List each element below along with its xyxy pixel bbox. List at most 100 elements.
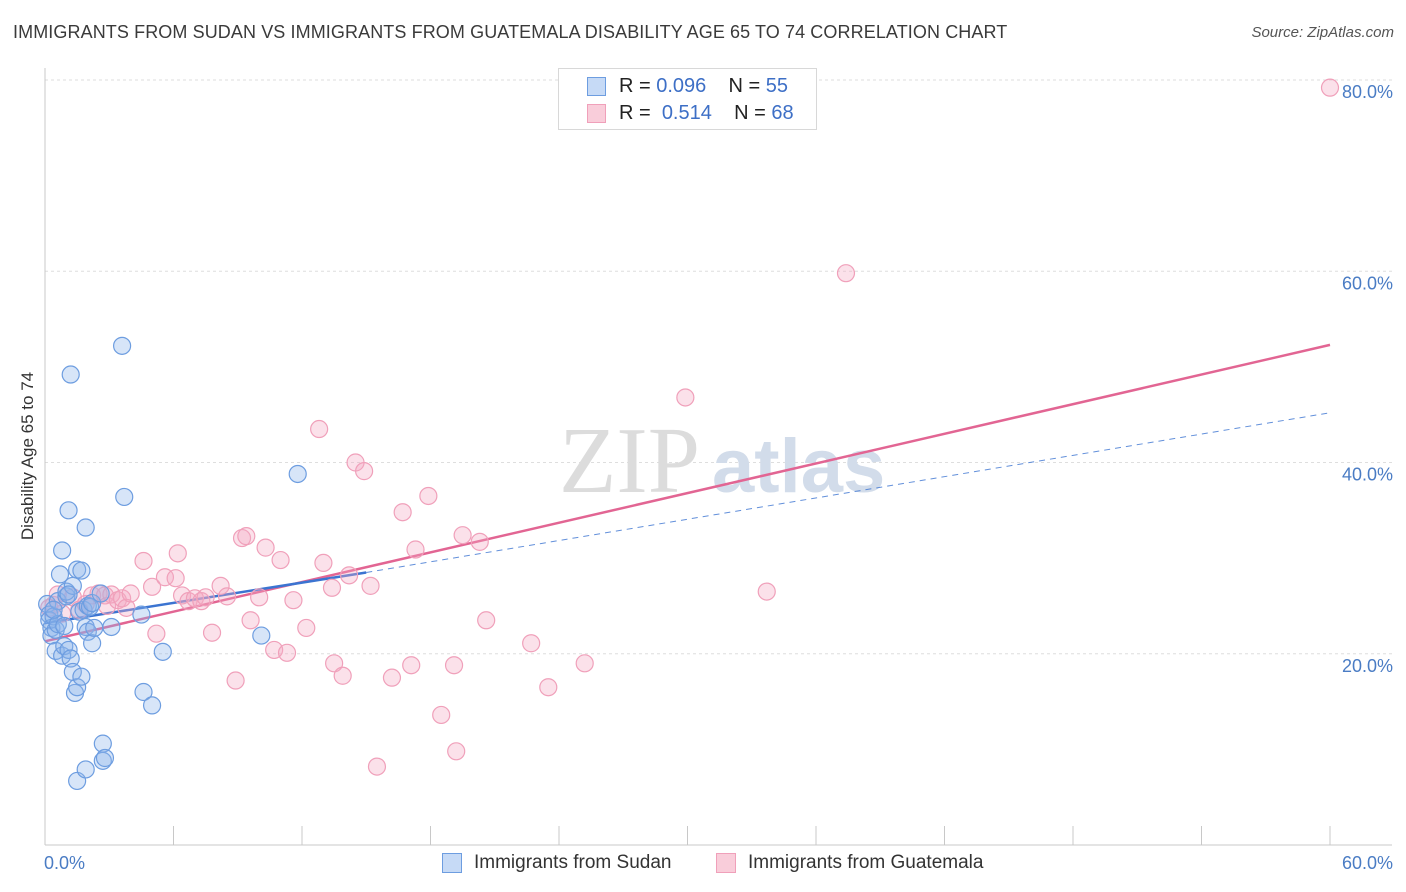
- point-guatemala: [168, 544, 187, 563]
- point-guatemala: [271, 550, 290, 570]
- point-guatemala: [432, 705, 451, 725]
- point-guatemala: [539, 678, 558, 697]
- point-guatemala: [147, 624, 166, 643]
- tick-labels: 20.0% 40.0% 60.0% 80.0% 0.0% 60.0%: [44, 82, 1393, 873]
- point-sudan: [115, 487, 134, 507]
- point-guatemala: [406, 540, 425, 559]
- axes: [44, 68, 1392, 846]
- point-guatemala: [226, 671, 245, 690]
- point-sudan: [68, 678, 87, 697]
- point-sudan: [91, 584, 110, 603]
- legend-r-label: R =: [619, 75, 651, 97]
- point-guatemala: [112, 589, 132, 608]
- point-sudan: [48, 615, 67, 634]
- point-sudan: [153, 642, 172, 661]
- trend-line-sudan-extension: [366, 412, 1331, 573]
- point-guatemala: [237, 527, 256, 546]
- point-guatemala: [419, 486, 438, 506]
- point-guatemala: [522, 634, 541, 653]
- legend-n-value: 68: [771, 102, 794, 124]
- point-sudan: [112, 336, 132, 355]
- point-sudan: [72, 561, 91, 580]
- legend-n-label: N =: [728, 75, 761, 97]
- point-guatemala: [355, 462, 374, 481]
- point-sudan: [50, 565, 70, 584]
- series-legend: Immigrants from Sudan Immigrants from Gu…: [0, 851, 1406, 877]
- trend-line-guatemala: [44, 343, 1331, 643]
- legend-swatch-sudan: [442, 853, 462, 873]
- trend-line-sudan: [44, 571, 367, 625]
- point-guatemala: [322, 578, 342, 597]
- point-sudan: [53, 541, 72, 560]
- point-sudan: [102, 617, 121, 637]
- point-guatemala: [393, 503, 412, 522]
- point-sudan: [95, 748, 115, 768]
- point-guatemala: [325, 654, 344, 673]
- point-sudan: [44, 600, 63, 619]
- point-guatemala: [134, 551, 153, 571]
- point-guatemala: [575, 654, 594, 673]
- legend-r-value: 0.096: [656, 75, 707, 97]
- point-guatemala: [340, 566, 359, 585]
- y-tick-label: 40.0%: [1342, 465, 1393, 485]
- grid-lines: [45, 79, 1392, 655]
- x-tick-label-max: 60.0%: [1342, 853, 1393, 873]
- point-sudan: [59, 585, 78, 604]
- points-guatemala: [40, 78, 1340, 776]
- point-guatemala: [117, 598, 136, 617]
- point-sudan: [134, 682, 153, 702]
- point-guatemala: [211, 576, 230, 595]
- legend-label-sudan: Immigrants from Sudan: [474, 852, 672, 873]
- point-guatemala: [757, 582, 776, 601]
- point-sudan: [288, 464, 307, 484]
- point-sudan: [76, 760, 95, 779]
- legend-r-label: R =: [619, 102, 651, 124]
- y-tick-label: 20.0%: [1342, 656, 1393, 676]
- point-sudan: [55, 616, 74, 636]
- point-guatemala: [310, 419, 329, 439]
- legend-n-value: 55: [765, 75, 789, 97]
- point-sudan: [93, 751, 112, 770]
- x-tick-label-min: 0.0%: [44, 853, 85, 873]
- point-guatemala: [202, 623, 222, 642]
- point-sudan: [142, 696, 162, 715]
- watermark: ZIP: [559, 409, 700, 513]
- chart-title: IMMIGRANTS FROM SUDAN VS IMMIGRANTS FROM…: [13, 22, 1008, 42]
- legend-n-label: N =: [734, 102, 766, 124]
- point-guatemala: [284, 591, 303, 610]
- point-guatemala: [196, 588, 215, 607]
- point-guatemala: [314, 553, 333, 573]
- point-guatemala: [1320, 78, 1340, 97]
- point-guatemala: [382, 668, 402, 687]
- point-guatemala: [477, 611, 496, 630]
- point-guatemala: [367, 757, 387, 776]
- point-sudan: [72, 667, 91, 686]
- point-sudan: [83, 634, 102, 653]
- y-tick-label: 80.0%: [1342, 82, 1393, 102]
- point-sudan: [61, 649, 80, 668]
- legend-swatch-sudan: [587, 77, 606, 96]
- point-sudan: [132, 605, 151, 624]
- points-sudan: [38, 336, 307, 791]
- point-guatemala: [361, 576, 380, 595]
- point-guatemala: [250, 588, 269, 607]
- point-guatemala: [121, 584, 140, 603]
- point-sudan: [61, 365, 80, 384]
- point-guatemala: [333, 666, 352, 685]
- y-tick-label: 60.0%: [1342, 273, 1393, 293]
- point-guatemala: [256, 538, 275, 557]
- point-guatemala: [453, 526, 472, 545]
- point-guatemala: [836, 264, 856, 283]
- point-guatemala: [142, 577, 162, 596]
- point-guatemala: [217, 587, 237, 606]
- trend-lines: [44, 343, 1331, 643]
- point-sudan: [59, 501, 78, 520]
- source-label: Source: ZipAtlas.com: [1251, 24, 1394, 41]
- legend-label-guatemala: Immigrants from Guatemala: [748, 852, 984, 873]
- point-sudan: [76, 518, 95, 537]
- point-sudan: [252, 626, 271, 645]
- point-guatemala: [444, 656, 464, 675]
- point-guatemala: [470, 532, 489, 551]
- point-guatemala: [166, 569, 185, 588]
